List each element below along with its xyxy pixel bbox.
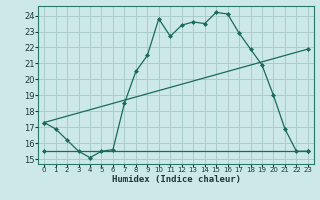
X-axis label: Humidex (Indice chaleur): Humidex (Indice chaleur) [111, 175, 241, 184]
